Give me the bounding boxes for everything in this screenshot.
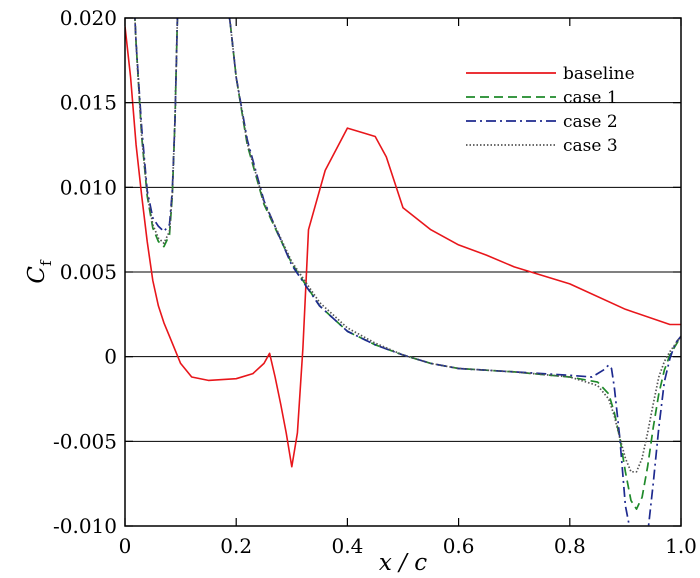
legend-label-case-3: case 3 [563,136,618,156]
svg-text:Cf: Cf [24,259,55,284]
x-tick-label: 0.6 [443,534,475,558]
y-axis-label-main: C [24,266,50,284]
series-line-baseline [125,26,681,468]
series-lines [125,18,681,526]
x-tick-label: 0.4 [331,534,363,558]
series-line-case-1 [134,18,681,510]
axis-ticks: 0 0.2 0.4 0.6 0.8 1.0 -0.010 -0.005 0 0.005 0.010 0… [53,6,697,558]
y-tick-label: 0 [104,345,117,369]
series-line-case-2 [134,18,681,526]
x-tick-label: 0.2 [220,534,252,558]
y-tick-label: 0.015 [60,91,117,115]
legend-label-case-2: case 2 [563,112,618,132]
y-axis-label: Cf [24,259,55,284]
grid-lines [125,102,681,442]
y-tick-label: 0.020 [60,6,117,30]
legend-label-baseline: baseline [563,64,635,84]
y-tick-label: -0.005 [53,429,117,453]
y-tick-label: -0.010 [53,514,117,538]
x-tick-label: 1.0 [665,534,697,558]
y-tick-label: 0.010 [60,175,117,199]
y-axis-label-sub: f [37,259,55,266]
series-line-case-3 [134,18,681,473]
y-tick-label: 0.005 [60,260,117,284]
legend: baseline case 1 case 2 case 3 [466,64,635,156]
x-tick-label: 0 [119,534,132,558]
x-tick-label: 0.8 [554,534,586,558]
x-axis-label: x / c [379,550,427,576]
legend-label-case-1: case 1 [563,88,618,108]
